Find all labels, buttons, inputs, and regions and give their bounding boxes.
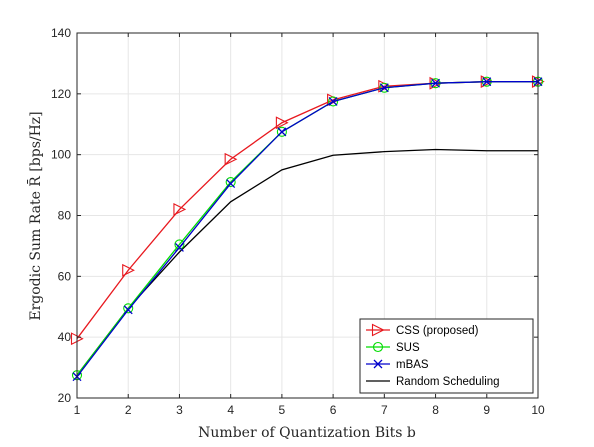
x-marker-stroke [431, 78, 441, 88]
x-marker-stroke [226, 179, 236, 189]
x-tick-label: 8 [432, 403, 439, 417]
x-marker-stroke [123, 305, 133, 315]
data-point [123, 305, 133, 315]
legend: CSS (proposed) SUS mBAS Random Scheduling [359, 318, 534, 394]
data-point [276, 126, 287, 137]
x-tick-label: 1 [74, 403, 81, 417]
x-tick-label: 10 [531, 403, 545, 417]
x-marker-stroke [379, 83, 389, 93]
legend-label: Random Scheduling [396, 376, 500, 388]
x-tick-label: 5 [279, 403, 286, 417]
data-point [174, 242, 184, 252]
legend-item: SUS [366, 341, 420, 354]
series-line [76, 148, 538, 376]
x-tick-label: 2 [125, 403, 132, 417]
legend-marker [373, 359, 383, 369]
data-point [275, 116, 289, 130]
legend-item: Random Scheduling [366, 376, 500, 388]
data-point [328, 96, 339, 107]
x-tick-label: 3 [176, 403, 183, 417]
x-marker-stroke [328, 96, 338, 106]
y-tick-label: 140 [51, 26, 71, 40]
y-axis-label: Ergodic Sum Rate R̄ [bps/Hz] [26, 111, 44, 320]
y-tick-label: 80 [58, 209, 72, 223]
x-marker-stroke [373, 359, 383, 369]
x-axis-label: Number of Quantization Bits b [198, 425, 416, 441]
legend-item: mBAS [366, 359, 429, 371]
data-point [225, 176, 236, 188]
series-line [76, 81, 538, 378]
series-mBAS [72, 77, 543, 382]
legend-label: mBAS [396, 359, 429, 371]
data-point [379, 83, 389, 93]
y-tick-label: 60 [58, 269, 72, 283]
y-tick-label: 40 [58, 330, 72, 344]
data-point [277, 127, 287, 137]
x-marker-stroke [482, 77, 492, 87]
x-tick-label: 4 [227, 403, 234, 417]
y-tick-label: 100 [51, 148, 71, 162]
data-point [123, 303, 134, 314]
series-Random Scheduling [76, 148, 538, 376]
data-point [174, 239, 185, 250]
data-point [226, 179, 236, 189]
legend-label: CSS (proposed) [396, 325, 479, 337]
x-tick-label: 9 [483, 403, 490, 417]
x-tick-label: 7 [381, 403, 388, 417]
x-tick-label: 6 [330, 403, 337, 417]
x-marker-stroke [277, 127, 287, 137]
y-tick-label: 20 [58, 391, 72, 405]
legend-marker [372, 341, 384, 353]
legend-label: SUS [396, 342, 420, 354]
legend-marker [371, 323, 385, 337]
ticks: 1 2 3 4 5 6 7 8 9 10 20 40 60 80 100 120 140 [51, 26, 545, 417]
legend-item: CSS (proposed) [366, 323, 479, 337]
data-point [122, 263, 135, 277]
series-layer [70, 75, 545, 382]
data-point [328, 96, 338, 106]
data-point [224, 152, 238, 166]
data-point [482, 77, 492, 87]
data-point [431, 78, 441, 88]
data-point [173, 203, 187, 216]
y-tick-label: 120 [51, 87, 71, 101]
x-marker-stroke [174, 242, 184, 252]
